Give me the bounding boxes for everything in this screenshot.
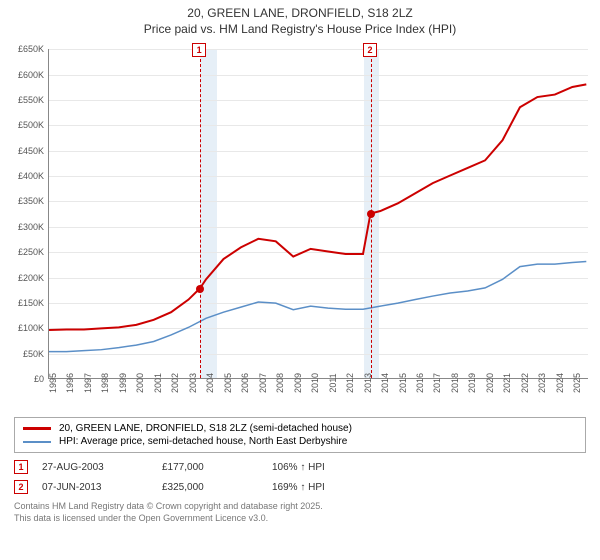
x-axis-label: 1997 [83, 373, 93, 393]
legend-swatch [23, 441, 51, 443]
series-hpi [49, 262, 586, 352]
sale-row-marker: 2 [14, 480, 28, 494]
x-axis-label: 2011 [328, 374, 338, 393]
x-axis-label: 2009 [293, 373, 303, 393]
x-axis-label: 2015 [398, 373, 408, 393]
y-axis-label: £150K [4, 298, 44, 308]
legend-label: HPI: Average price, semi-detached house,… [59, 436, 347, 447]
y-axis-label: £200K [4, 273, 44, 283]
x-axis-label: 1996 [65, 373, 75, 393]
x-axis-label: 2024 [555, 373, 565, 393]
sale-vline [200, 49, 201, 378]
series-price_paid [49, 85, 586, 331]
x-axis-label: 2018 [450, 373, 460, 393]
sale-date: 07-JUN-2013 [42, 482, 162, 493]
x-axis-label: 2021 [502, 373, 512, 393]
y-axis-label: £50K [4, 349, 44, 359]
x-axis-label: 1995 [48, 373, 58, 393]
legend-item: HPI: Average price, semi-detached house,… [23, 435, 577, 448]
sale-row: 2 07-JUN-2013£325,000169% ↑ HPI [0, 477, 600, 497]
title-address: 20, GREEN LANE, DRONFIELD, S18 2LZ [0, 6, 600, 22]
y-axis-label: £300K [4, 222, 44, 232]
y-axis-label: £600K [4, 70, 44, 80]
x-axis-label: 2013 [363, 373, 373, 393]
sale-date: 27-AUG-2003 [42, 462, 162, 473]
title-block: 20, GREEN LANE, DRONFIELD, S18 2LZ Price… [0, 0, 600, 41]
x-axis-label: 2000 [135, 373, 145, 393]
x-axis-label: 2001 [153, 373, 163, 393]
legend-swatch [23, 427, 51, 430]
x-axis-label: 2003 [188, 373, 198, 393]
x-axis-label: 2002 [170, 373, 180, 393]
x-axis-label: 2017 [432, 373, 442, 393]
sale-row-marker: 1 [14, 460, 28, 474]
sale-price: £325,000 [162, 482, 272, 493]
x-axis-label: 2016 [415, 373, 425, 393]
footnote-line: Contains HM Land Registry data © Crown c… [14, 501, 586, 513]
y-axis-label: £350K [4, 196, 44, 206]
title-subtitle: Price paid vs. HM Land Registry's House … [0, 22, 600, 38]
x-axis-label: 1999 [118, 373, 128, 393]
y-axis-label: £100K [4, 323, 44, 333]
x-axis-label: 2004 [205, 373, 215, 393]
x-axis-label: 2012 [345, 373, 355, 393]
y-axis-label: £450K [4, 146, 44, 156]
footnote-line: This data is licensed under the Open Gov… [14, 513, 586, 525]
plot-area [48, 49, 588, 379]
sale-marker-box: 2 [363, 43, 377, 57]
sale-marker-box: 1 [192, 43, 206, 57]
x-axis-label: 2020 [485, 373, 495, 393]
x-axis-label: 2019 [467, 373, 477, 393]
sale-hpi: 106% ↑ HPI [272, 462, 382, 473]
y-axis-label: £250K [4, 247, 44, 257]
chart: £0 £50K £100K £150K £200K £250K £300K £350K £400… [0, 41, 600, 411]
sale-price: £177,000 [162, 462, 272, 473]
sale-dot [367, 210, 375, 218]
x-axis-label: 2010 [310, 373, 320, 393]
x-axis-label: 2006 [240, 373, 250, 393]
y-axis-label: £550K [4, 95, 44, 105]
legend-label: 20, GREEN LANE, DRONFIELD, S18 2LZ (semi… [59, 423, 352, 434]
x-axis-label: 2023 [537, 373, 547, 393]
legend-item: 20, GREEN LANE, DRONFIELD, S18 2LZ (semi… [23, 422, 577, 435]
sale-hpi: 169% ↑ HPI [272, 482, 382, 493]
x-axis-label: 2008 [275, 373, 285, 393]
x-axis-label: 2025 [572, 373, 582, 393]
x-axis-label: 2014 [380, 373, 390, 393]
y-axis-label: £650K [4, 44, 44, 54]
footnote: Contains HM Land Registry data © Crown c… [0, 497, 600, 524]
y-axis-label: £500K [4, 120, 44, 130]
sale-dot [196, 285, 204, 293]
y-axis-label: £0 [4, 374, 44, 384]
x-axis-label: 2005 [223, 373, 233, 393]
legend: 20, GREEN LANE, DRONFIELD, S18 2LZ (semi… [14, 417, 586, 453]
x-axis-label: 2007 [258, 373, 268, 393]
sale-row: 1 27-AUG-2003£177,000106% ↑ HPI [0, 457, 600, 477]
x-axis-label: 1998 [100, 373, 110, 393]
x-axis-label: 2022 [520, 373, 530, 393]
y-axis-label: £400K [4, 171, 44, 181]
